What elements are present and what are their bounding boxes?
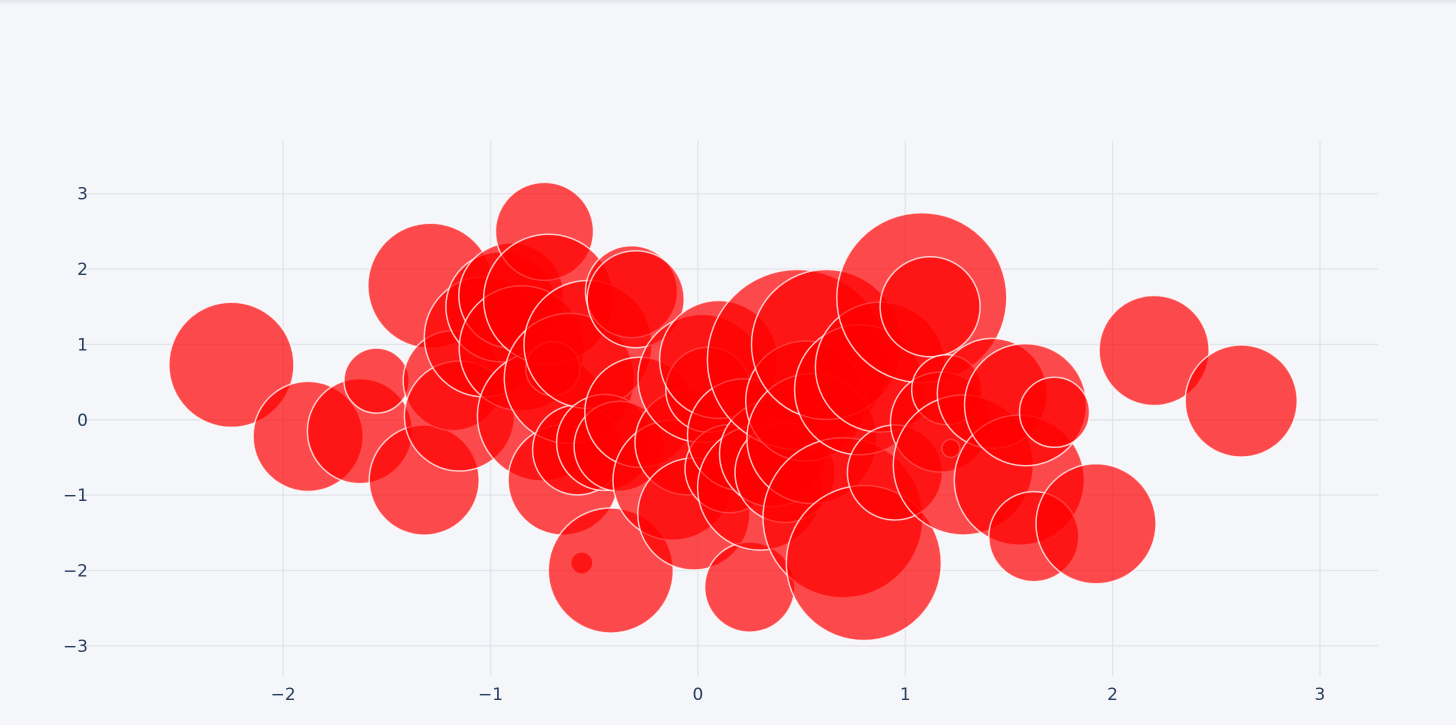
bubble-point[interactable] bbox=[1184, 344, 1298, 458]
bubble-point[interactable] bbox=[343, 347, 410, 414]
y-tick-label: −1 bbox=[63, 486, 88, 506]
axis-layer: −2 −1 0 1 2 3 −3 −2 −1 0 1 2 3 bbox=[63, 185, 1325, 705]
y-tick-label: −2 bbox=[63, 562, 88, 582]
x-tick-label: 0 bbox=[692, 685, 703, 705]
toolbar-shade bbox=[0, 0, 1456, 6]
y-tick-label: 3 bbox=[77, 185, 88, 205]
bubble-layer bbox=[168, 181, 1298, 642]
x-tick-label: −1 bbox=[478, 685, 503, 705]
bubble-point[interactable] bbox=[547, 507, 675, 634]
bubble-point[interactable] bbox=[1018, 376, 1091, 449]
y-tick-label: 1 bbox=[77, 335, 88, 355]
x-tick-label: 1 bbox=[900, 685, 911, 705]
x-tick-label: 3 bbox=[1315, 685, 1326, 705]
bubble-point[interactable] bbox=[1035, 463, 1157, 585]
x-tick-label: −2 bbox=[271, 685, 296, 705]
bubble-point[interactable] bbox=[879, 256, 981, 358]
y-tick-label: −3 bbox=[63, 637, 88, 657]
bubble-point[interactable] bbox=[168, 301, 295, 429]
bubble-point[interactable] bbox=[586, 249, 685, 349]
bubble-point[interactable] bbox=[1098, 294, 1210, 407]
y-tick-label: 2 bbox=[77, 260, 88, 280]
x-tick-label: 2 bbox=[1107, 685, 1118, 705]
y-tick-label: 0 bbox=[77, 411, 88, 431]
